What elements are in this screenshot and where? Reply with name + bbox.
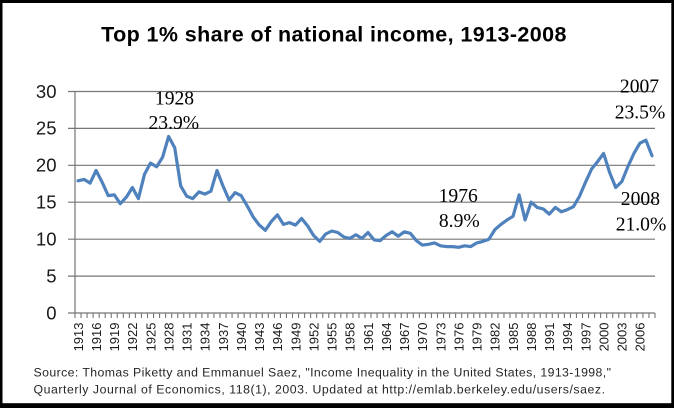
svg-text:1961: 1961 (361, 323, 376, 352)
svg-text:1988: 1988 (524, 323, 539, 352)
svg-text:10: 10 (36, 229, 57, 250)
svg-text:23.5%: 23.5% (615, 103, 666, 124)
svg-text:30: 30 (36, 81, 57, 102)
svg-text:Top 1% share of national incom: Top 1% share of national income, 1913-20… (101, 23, 567, 47)
svg-text:1979: 1979 (470, 323, 485, 352)
svg-text:1970: 1970 (415, 323, 430, 352)
svg-text:1985: 1985 (506, 323, 521, 352)
svg-text:2000: 2000 (596, 323, 611, 352)
svg-text:2007: 2007 (620, 76, 659, 97)
svg-text:20: 20 (36, 155, 57, 176)
svg-text:1958: 1958 (343, 323, 358, 352)
svg-text:1982: 1982 (488, 323, 503, 352)
svg-text:1913: 1913 (71, 323, 86, 352)
svg-text:2006: 2006 (633, 323, 648, 352)
svg-text:1994: 1994 (560, 323, 575, 352)
svg-text:2008: 2008 (621, 189, 660, 210)
svg-text:1952: 1952 (306, 323, 321, 352)
svg-text:0: 0 (46, 302, 56, 323)
svg-text:8.9%: 8.9% (439, 211, 480, 232)
svg-text:1919: 1919 (107, 323, 122, 352)
svg-text:1973: 1973 (433, 323, 448, 352)
svg-text:1967: 1967 (397, 323, 412, 352)
svg-text:25: 25 (36, 118, 57, 139)
svg-text:15: 15 (36, 192, 57, 213)
svg-text:1916: 1916 (89, 323, 104, 352)
svg-text:5: 5 (46, 265, 56, 286)
svg-text:1991: 1991 (542, 323, 557, 352)
svg-text:Quarterly Journal of Economics: Quarterly Journal of Economics, 118(1), … (34, 383, 605, 397)
svg-text:1937: 1937 (216, 323, 231, 352)
svg-text:1976: 1976 (451, 323, 466, 352)
svg-text:1934: 1934 (198, 323, 213, 352)
svg-text:1946: 1946 (270, 323, 285, 352)
svg-text:23.9%: 23.9% (148, 113, 199, 134)
svg-text:21.0%: 21.0% (616, 215, 667, 236)
svg-text:Source: Thomas Piketty and Emm: Source: Thomas Piketty and Emmanuel Saez… (34, 366, 612, 380)
svg-text:1931: 1931 (180, 323, 195, 352)
svg-text:1943: 1943 (252, 323, 267, 352)
svg-text:1997: 1997 (578, 323, 593, 352)
svg-text:1922: 1922 (125, 323, 140, 352)
svg-text:1976: 1976 (439, 186, 478, 207)
svg-text:2003: 2003 (615, 323, 630, 352)
svg-text:1955: 1955 (325, 323, 340, 352)
svg-text:1925: 1925 (143, 323, 158, 352)
svg-text:1928: 1928 (155, 88, 194, 109)
svg-text:1964: 1964 (379, 323, 394, 352)
svg-text:1940: 1940 (234, 323, 249, 352)
svg-text:1928: 1928 (161, 323, 176, 352)
svg-text:1949: 1949 (288, 323, 303, 352)
